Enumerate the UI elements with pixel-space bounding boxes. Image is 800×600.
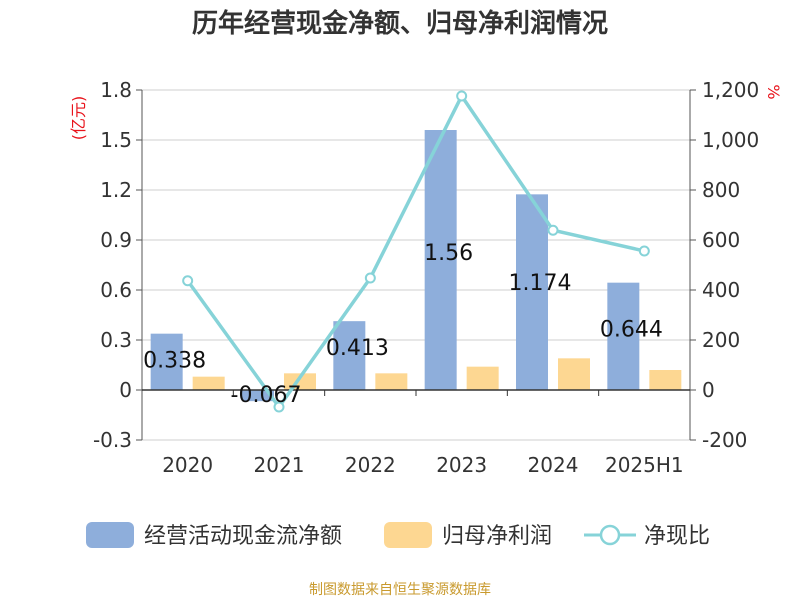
chart-title: 历年经营现金净额、归母净利润情况 — [192, 8, 608, 39]
profit-bar — [466, 366, 499, 390]
left-tick-label: 0.9 — [100, 228, 132, 252]
left-tick-label: 1.5 — [100, 128, 132, 152]
legend-label-cashflow: 经营活动现金流净额 — [144, 524, 342, 549]
profit-bar — [375, 373, 408, 390]
cashflow-data-label: 1.56 — [424, 241, 473, 266]
legend: 经营活动现金流净额 归母净利润 净现比 — [86, 522, 710, 549]
cashflow-bar — [242, 390, 274, 402]
right-tick-label: 400 — [702, 278, 740, 302]
profit-bar — [558, 358, 590, 390]
profit-bar — [649, 370, 682, 390]
category-label: 2021 — [254, 453, 305, 477]
right-tick-label: 1,200 — [702, 78, 759, 102]
category-label: 2020 — [162, 453, 213, 477]
cashflow-data-label: -0.067 — [231, 383, 302, 408]
legend-swatch-profit — [384, 522, 432, 548]
source-note: 制图数据来自恒生聚源数据库 — [309, 582, 491, 598]
ratio-line-path — [186, 92, 645, 411]
ratio-point — [273, 401, 285, 413]
cashflow-data-label: 1.174 — [509, 271, 572, 296]
ratio-point — [456, 90, 468, 102]
cashflow-bar — [516, 194, 548, 390]
legend-swatch-ratio-marker — [599, 524, 621, 546]
right-tick-label: 1,000 — [702, 128, 759, 152]
left-tick-label: 0.6 — [100, 278, 132, 302]
ratio-point — [364, 272, 376, 284]
right-tick-label: -200 — [702, 428, 747, 452]
category-label: 2025H1 — [605, 453, 684, 477]
axes: -0.3 0 0.3 0.6 0.9 1.2 1.5 1.8 -200 0 200 400 600 800… — [93, 78, 759, 477]
category-label: 2024 — [528, 453, 579, 477]
category-label: 2022 — [345, 453, 396, 477]
left-tick-label: 1.2 — [100, 178, 132, 202]
left-axis-unit: (亿元) — [69, 96, 88, 141]
left-tick-label: -0.3 — [93, 428, 132, 452]
cashflow-bar — [150, 333, 183, 390]
cashflow-data-label: 0.413 — [326, 336, 389, 361]
legend-swatch-cashflow — [86, 522, 134, 548]
cashflow-bar — [424, 130, 457, 390]
left-tick-label: 1.8 — [100, 78, 132, 102]
profit-bar — [192, 376, 225, 390]
right-tick-label: 0 — [702, 378, 715, 402]
category-label: 2023 — [436, 453, 487, 477]
right-tick-label: 800 — [702, 178, 740, 202]
left-tick-label: 0.3 — [100, 328, 132, 352]
legend-label-profit: 归母净利润 — [442, 524, 552, 549]
ratio-point — [182, 275, 194, 287]
ratio-point — [547, 224, 559, 236]
cashflow-bar — [333, 321, 366, 390]
left-tick-label: 0 — [119, 378, 132, 402]
data-labels: 0.338 -0.067 0.413 1.56 1.174 0.644 — [143, 241, 663, 408]
right-axis-unit: % — [764, 84, 783, 99]
cashflow-data-label: 0.644 — [600, 318, 663, 343]
ratio-point — [638, 245, 650, 257]
right-tick-label: 600 — [702, 228, 740, 252]
legend-label-ratio: 净现比 — [644, 524, 710, 549]
bars — [150, 130, 682, 402]
right-tick-label: 200 — [702, 328, 740, 352]
cashflow-bar — [607, 282, 640, 390]
ratio-line — [182, 90, 650, 413]
cashflow-data-label: 0.338 — [143, 349, 206, 374]
